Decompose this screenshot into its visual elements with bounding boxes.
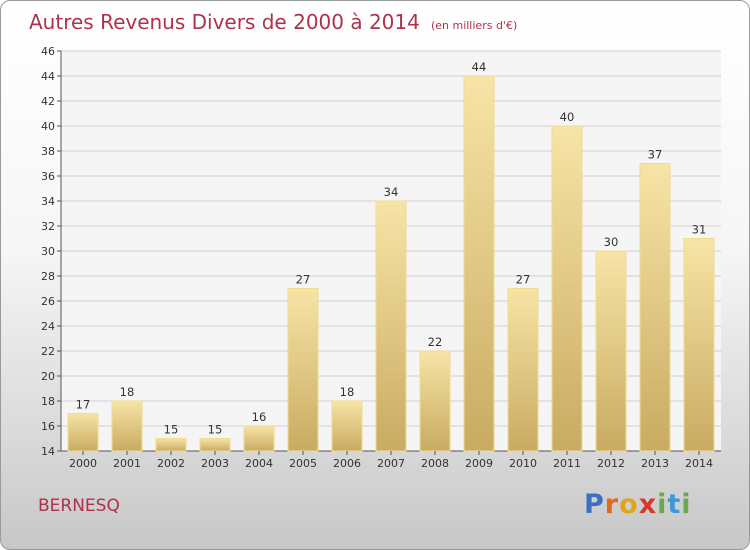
bar bbox=[155, 438, 187, 452]
bar-value-label: 34 bbox=[384, 185, 399, 199]
x-tick-label: 2002 bbox=[157, 457, 185, 470]
x-tick-label: 2003 bbox=[201, 457, 229, 470]
x-tick-label: 2001 bbox=[113, 457, 141, 470]
bar-value-label: 18 bbox=[120, 385, 135, 399]
y-tick-label: 44 bbox=[41, 70, 55, 83]
bar-value-label: 37 bbox=[648, 148, 663, 162]
commune-name: BERNESQ bbox=[38, 496, 120, 516]
bar bbox=[111, 400, 143, 452]
bar bbox=[375, 200, 407, 452]
bar bbox=[551, 125, 583, 452]
y-tick-label: 28 bbox=[41, 270, 55, 283]
bar bbox=[331, 400, 363, 452]
y-tick-label: 36 bbox=[41, 170, 55, 183]
x-tick-label: 2010 bbox=[509, 457, 537, 470]
x-tick-label: 2011 bbox=[553, 457, 581, 470]
y-tick-label: 22 bbox=[41, 345, 55, 358]
x-tick-label: 2008 bbox=[421, 457, 449, 470]
y-tick-label: 14 bbox=[41, 445, 55, 458]
y-tick-label: 20 bbox=[41, 370, 55, 383]
bar bbox=[67, 413, 99, 452]
x-tick-label: 2007 bbox=[377, 457, 405, 470]
bar bbox=[243, 425, 275, 452]
bar bbox=[199, 438, 231, 452]
y-tick-label: 34 bbox=[41, 195, 55, 208]
chart-title: Autres Revenus Divers de 2000 à 2014 (en… bbox=[29, 10, 517, 34]
bar bbox=[419, 350, 451, 452]
y-tick-label: 40 bbox=[41, 120, 55, 133]
y-tick-label: 46 bbox=[41, 45, 55, 58]
bar-value-label: 31 bbox=[692, 223, 707, 237]
x-tick-label: 2006 bbox=[333, 457, 361, 470]
proxiti-logo: Proxiti bbox=[584, 489, 692, 520]
y-tick-label: 24 bbox=[41, 320, 55, 333]
x-tick-label: 2012 bbox=[597, 457, 625, 470]
bar bbox=[595, 250, 627, 452]
bar-value-label: 18 bbox=[340, 385, 355, 399]
x-tick-label: 2009 bbox=[465, 457, 493, 470]
bar-value-label: 44 bbox=[472, 60, 487, 74]
bar bbox=[287, 288, 319, 452]
bar bbox=[683, 238, 715, 452]
bar-value-label: 22 bbox=[428, 335, 443, 349]
y-tick-label: 30 bbox=[41, 245, 55, 258]
bar-value-label: 27 bbox=[296, 273, 311, 287]
title-main: Autres Revenus Divers de 2000 à 2014 bbox=[29, 10, 420, 34]
x-tick-label: 2013 bbox=[641, 457, 669, 470]
x-tick-label: 2004 bbox=[245, 457, 273, 470]
x-tick-label: 2014 bbox=[685, 457, 713, 470]
bar bbox=[463, 75, 495, 452]
bar bbox=[639, 163, 671, 452]
x-tick-label: 2000 bbox=[69, 457, 97, 470]
y-tick-label: 32 bbox=[41, 220, 55, 233]
bar-value-label: 40 bbox=[560, 110, 575, 124]
bar-value-label: 15 bbox=[164, 423, 179, 437]
y-tick-label: 42 bbox=[41, 95, 55, 108]
bar-value-label: 30 bbox=[604, 235, 619, 249]
y-tick-label: 16 bbox=[41, 420, 55, 433]
title-unit: (en milliers d'€) bbox=[430, 19, 518, 32]
bar-value-label: 16 bbox=[252, 410, 267, 424]
bar-value-label: 17 bbox=[76, 398, 91, 412]
bar-value-label: 15 bbox=[208, 423, 223, 437]
x-tick-label: 2005 bbox=[289, 457, 317, 470]
bar-value-label: 27 bbox=[516, 273, 531, 287]
y-tick-label: 18 bbox=[41, 395, 55, 408]
bar bbox=[507, 288, 539, 452]
y-tick-label: 26 bbox=[41, 295, 55, 308]
y-tick-label: 38 bbox=[41, 145, 55, 158]
